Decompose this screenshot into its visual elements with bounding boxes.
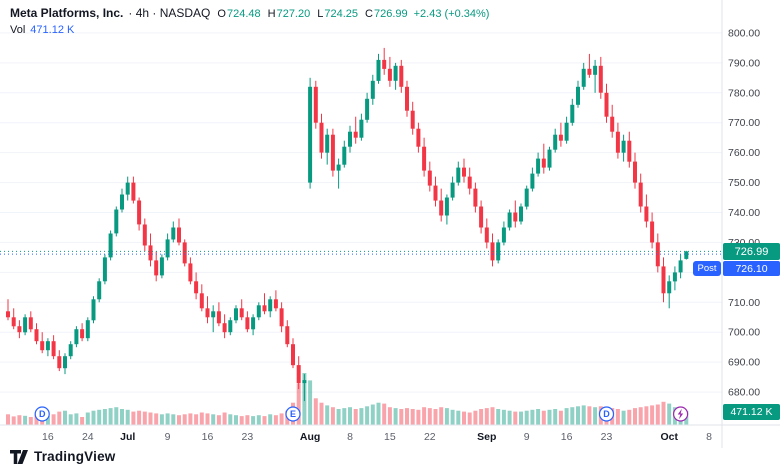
earnings-marker[interactable]: E (285, 406, 301, 422)
svg-text:Aug: Aug (300, 431, 320, 443)
svg-text:Sep: Sep (477, 431, 496, 443)
svg-text:D: D (603, 409, 610, 419)
svg-text:780.00: 780.00 (728, 87, 760, 99)
svg-text:760.00: 760.00 (728, 147, 760, 159)
svg-text:Jul: Jul (120, 431, 135, 443)
post-market-chip: Post (693, 261, 721, 276)
tradingview-logo-icon (10, 449, 28, 464)
volume-value-badge: 471.12 K (723, 404, 780, 420)
svg-text:9: 9 (524, 431, 530, 443)
candlestick-layer (6, 47, 689, 402)
svg-text:710.00: 710.00 (728, 297, 760, 309)
svg-text:680.00: 680.00 (728, 387, 760, 399)
svg-text:8: 8 (347, 431, 353, 443)
svg-text:690.00: 690.00 (728, 357, 760, 369)
svg-text:23: 23 (242, 431, 254, 443)
last-price-line (0, 250, 722, 255)
svg-text:D: D (39, 409, 46, 419)
svg-text:750.00: 750.00 (728, 177, 760, 189)
price-axis[interactable]: 800.00 790.00 780.00 770.00 760.00 750.00 740.… (721, 0, 760, 448)
low-value: 724.25 (324, 8, 359, 20)
svg-text:790.00: 790.00 (728, 57, 760, 69)
high-label: H (267, 8, 276, 20)
grid-layer (0, 32, 722, 393)
svg-text:Oct: Oct (660, 431, 678, 443)
svg-text:740.00: 740.00 (728, 207, 760, 219)
svg-text:24: 24 (82, 431, 94, 443)
symbol-legend: Meta Platforms, Inc. · 4h · NASDAQ O 724… (10, 6, 489, 36)
volume-indicator-value: 471.12 K (30, 24, 75, 36)
last-price-badge: 726.99 (723, 243, 780, 260)
time-axis[interactable]: 16 24 Jul 9 16 23 Aug 8 15 22 Sep 9 16 23 Oct 8 (0, 424, 780, 443)
svg-text:23: 23 (601, 431, 613, 443)
svg-text:16: 16 (202, 431, 214, 443)
svg-text:22: 22 (424, 431, 436, 443)
symbol-meta: · 4h · NASDAQ (128, 6, 211, 20)
volume-indicator-label[interactable]: Vol (10, 24, 26, 36)
tradingview-branding[interactable]: TradingView (10, 449, 115, 464)
svg-text:16: 16 (561, 431, 573, 443)
close-label: C (365, 8, 373, 20)
change-value: +2.43 (+0.34%) (413, 8, 490, 20)
volume-layer (6, 373, 689, 425)
svg-text:800.00: 800.00 (728, 27, 760, 39)
open-value: 724.48 (226, 8, 261, 20)
tradingview-logo-text: TradingView (34, 449, 116, 464)
low-label: L (317, 8, 324, 20)
svg-text:8: 8 (706, 431, 712, 443)
open-label: O (217, 8, 226, 20)
svg-text:770.00: 770.00 (728, 117, 760, 129)
high-value: 727.20 (276, 8, 311, 20)
dividend-marker[interactable]: D (598, 406, 615, 422)
post-market-price-badge: 726.10 (723, 261, 780, 276)
close-value: 726.99 (373, 8, 408, 20)
svg-text:16: 16 (42, 431, 54, 443)
flash-marker[interactable] (672, 406, 689, 422)
symbol-title[interactable]: Meta Platforms, Inc. (10, 6, 124, 20)
svg-text:E: E (290, 409, 296, 419)
dividend-marker[interactable]: D (34, 406, 50, 422)
svg-text:15: 15 (384, 431, 396, 443)
svg-text:9: 9 (165, 431, 171, 443)
svg-text:700.00: 700.00 (728, 327, 760, 339)
